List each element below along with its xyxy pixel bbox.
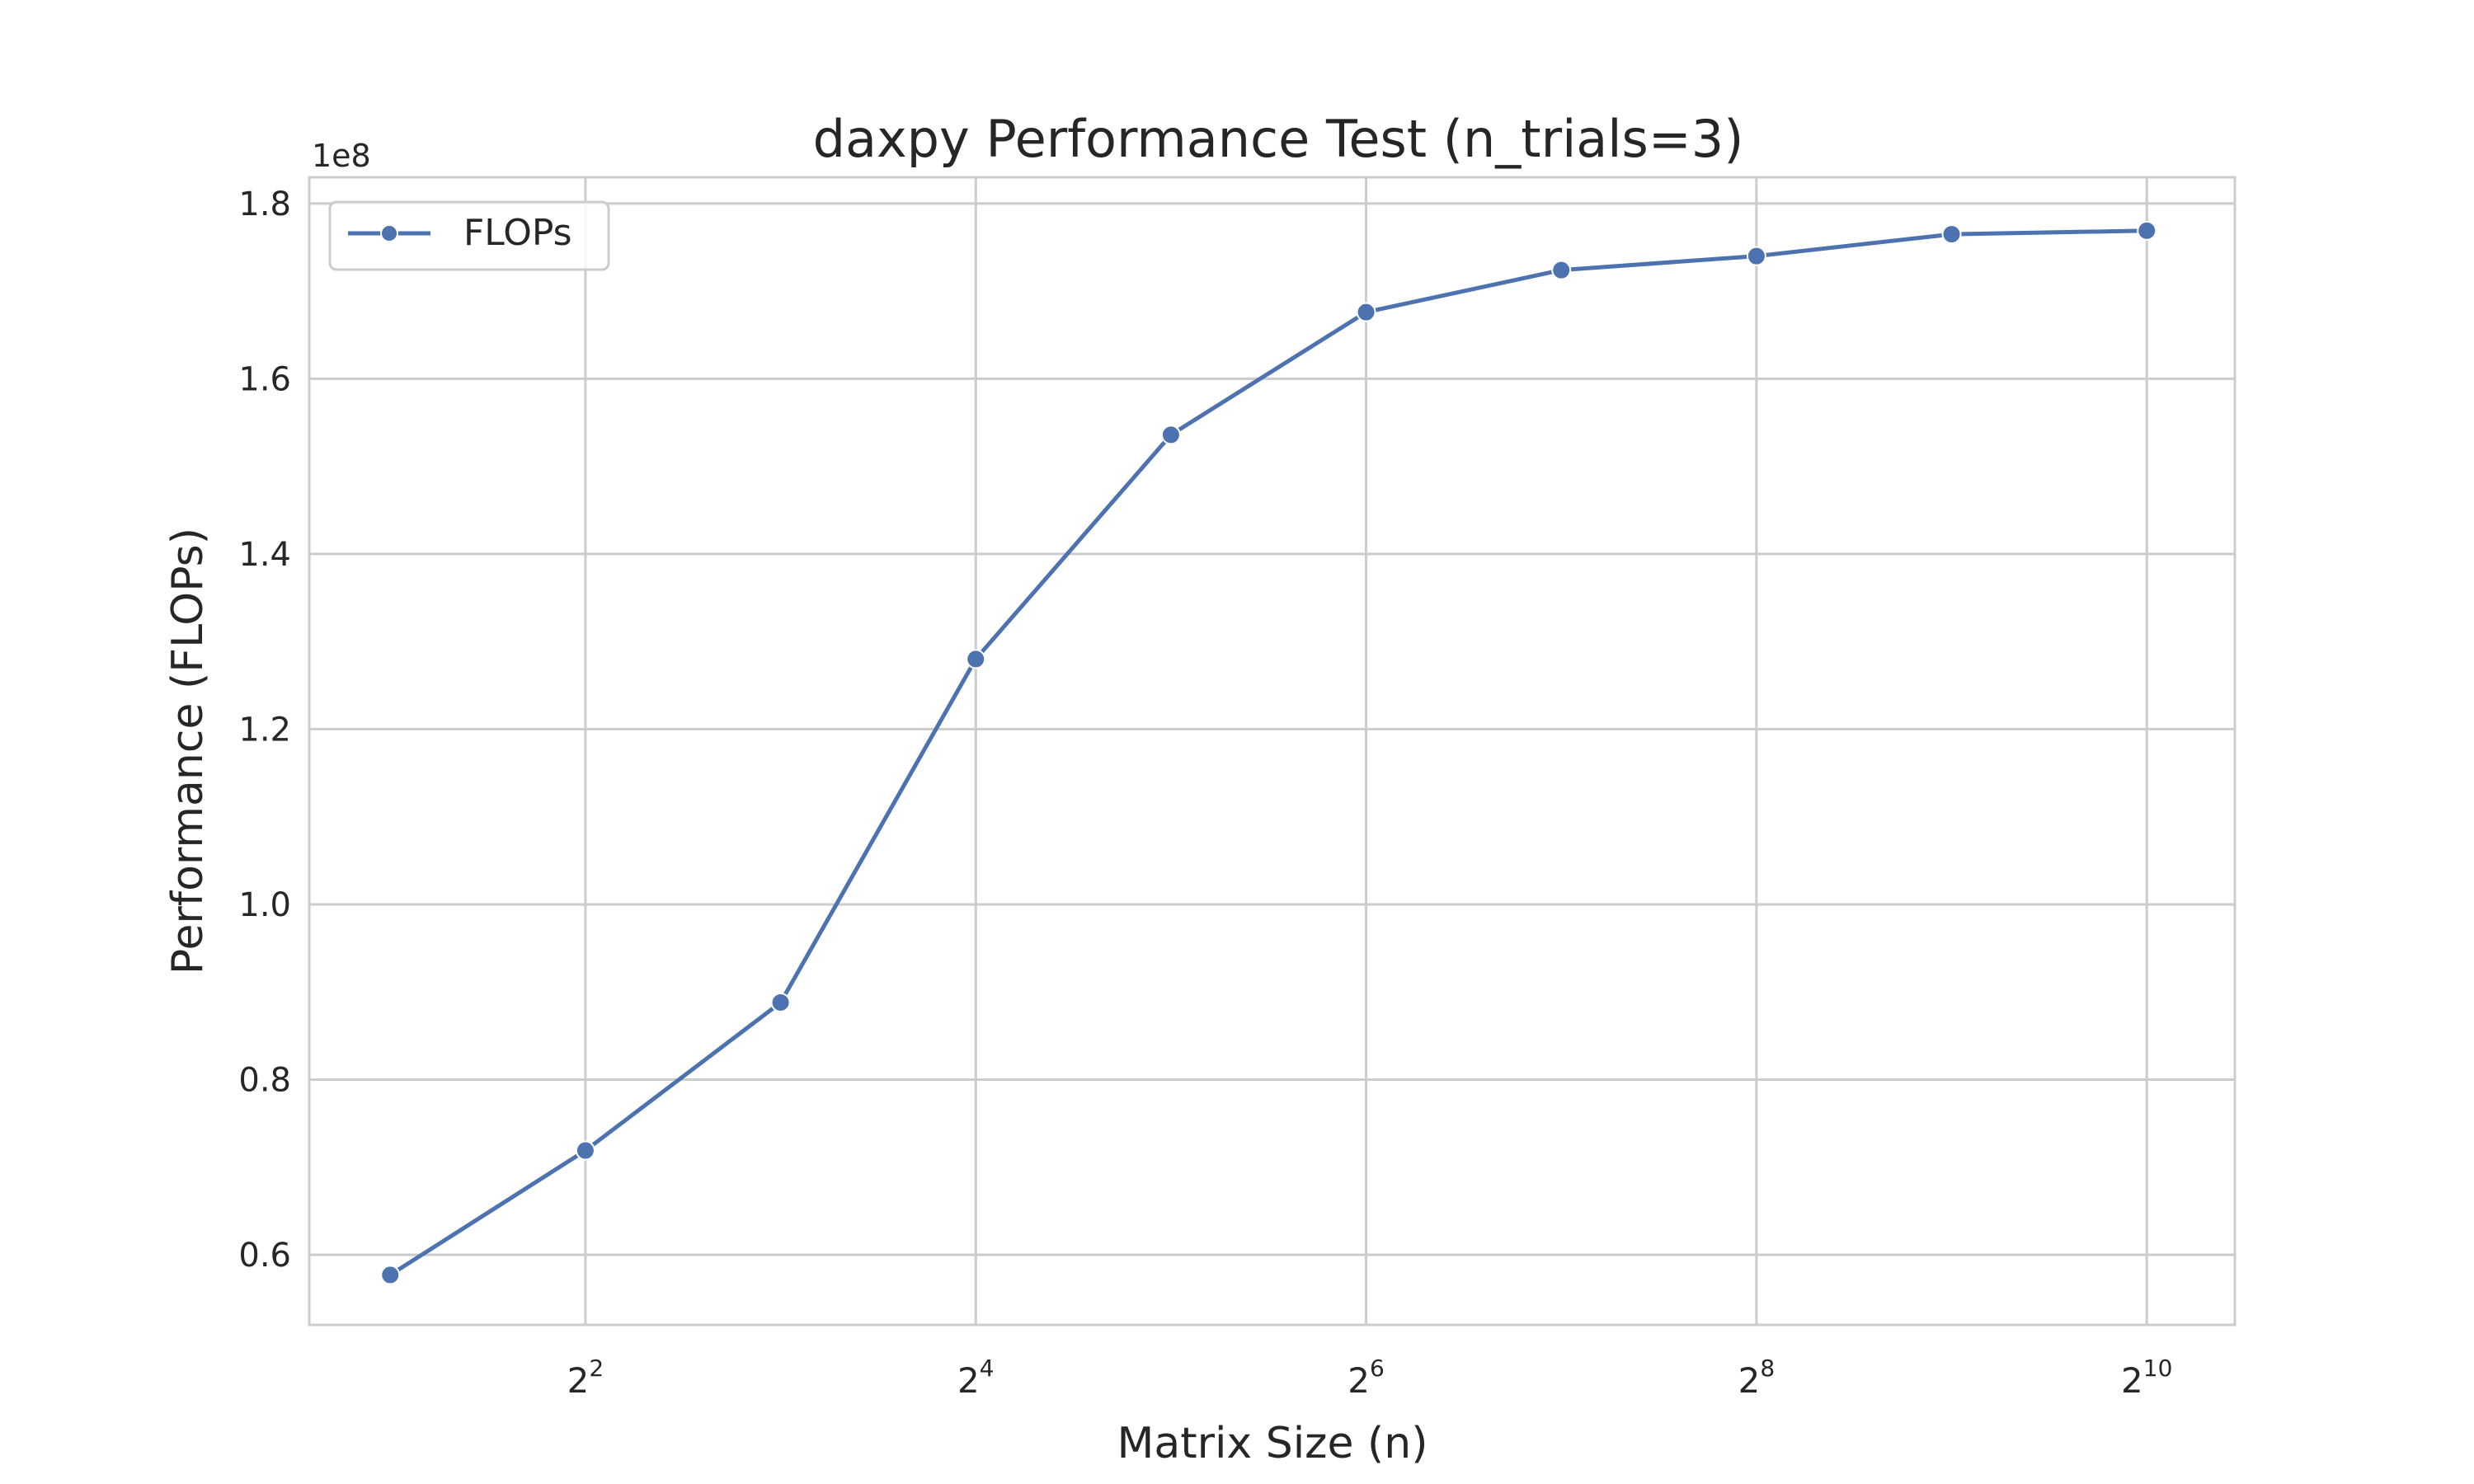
data-point-0-4 <box>1160 425 1181 445</box>
series-line-0 <box>388 228 2149 1277</box>
chart-title: daxpy Performance Test (n_trials=3) <box>813 109 1744 169</box>
x-tick-label-3: 28 <box>1738 1355 1776 1401</box>
y-tick-label-1: 0.8 <box>238 1061 291 1099</box>
data-point-0-9 <box>2137 220 2157 241</box>
data-point-0-5 <box>1356 302 1376 322</box>
series-layer <box>380 220 2157 1285</box>
x-tick-label-1: 24 <box>957 1355 995 1401</box>
y-tick-label-5: 1.6 <box>238 360 291 398</box>
plot-frame <box>308 176 2236 1327</box>
y-axis-label: Performance (FLOPs) <box>163 528 213 974</box>
x-axis-label: Matrix Size (n) <box>1117 1419 1427 1468</box>
legend-marker-flops <box>380 224 398 242</box>
data-point-0-7 <box>1746 246 1766 266</box>
y-tick-label-0: 0.6 <box>238 1237 291 1275</box>
y-offset-label: 1e8 <box>312 138 371 174</box>
y-tick-labels: 0.6 0.8 1.0 1.2 1.4 1.6 1.8 <box>238 186 291 1275</box>
y-tick-label-4: 1.4 <box>238 536 291 574</box>
legend-label-flops: FLOPs <box>463 212 572 254</box>
x-tick-labels: 22 24 26 28 210 <box>567 1355 2173 1401</box>
data-point-0-6 <box>1551 260 1572 280</box>
y-tick-label-3: 1.2 <box>238 711 291 749</box>
y-tick-label-6: 1.8 <box>238 186 291 223</box>
data-point-0-0 <box>380 1265 401 1285</box>
data-point-0-8 <box>1941 224 1962 245</box>
x-tick-label-2: 26 <box>1348 1355 1385 1401</box>
legend-box <box>328 200 610 271</box>
legend: FLOPs <box>328 200 610 271</box>
x-tick-label-0: 22 <box>567 1355 604 1401</box>
data-point-0-2 <box>770 992 791 1012</box>
grid <box>309 177 2235 1325</box>
data-point-0-1 <box>575 1140 595 1161</box>
data-point-0-3 <box>966 649 986 669</box>
x-tick-label-4: 210 <box>2121 1355 2172 1401</box>
y-tick-label-2: 1.0 <box>238 886 291 924</box>
